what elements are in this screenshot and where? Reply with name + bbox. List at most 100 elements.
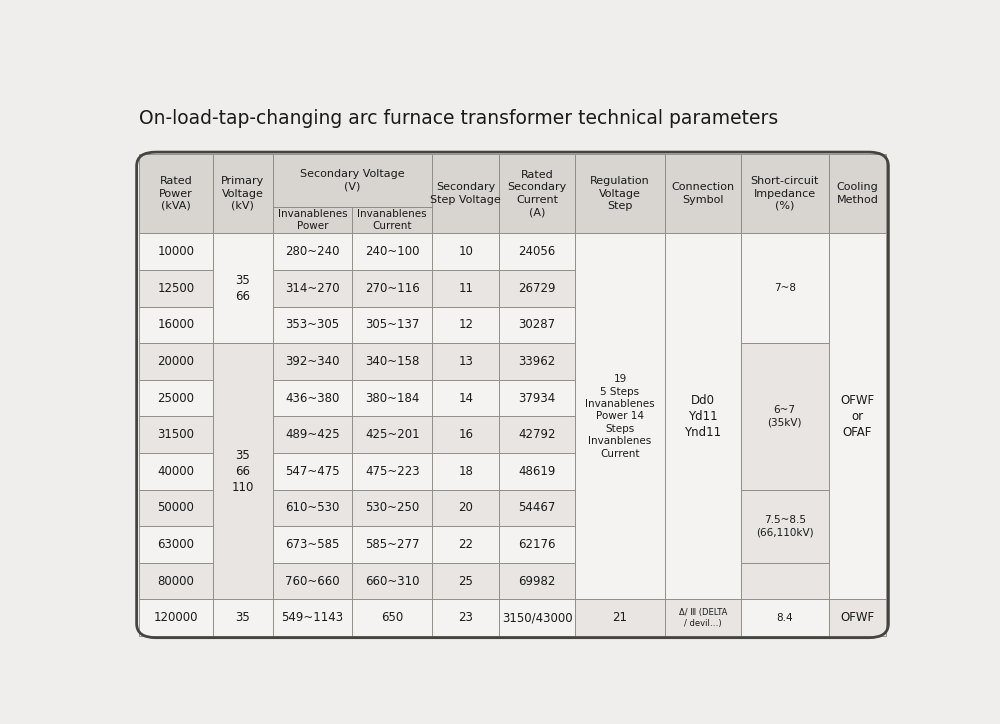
Bar [499,416,575,453]
Bar [741,153,829,233]
Text: 30287: 30287 [519,319,556,332]
Text: 50000: 50000 [157,502,194,514]
Bar [139,270,213,306]
Bar [352,270,432,306]
Text: 425~201: 425~201 [365,428,420,441]
Text: Secondary
Step Voltage: Secondary Step Voltage [430,182,501,205]
Text: Rated
Power
(kVA): Rated Power (kVA) [159,176,193,211]
Bar [432,270,499,306]
Bar [139,233,213,270]
Bar [273,380,352,416]
Text: Primary
Voltage
(kV): Primary Voltage (kV) [221,176,264,211]
Text: Regulation
Voltage
Step: Regulation Voltage Step [590,176,650,211]
Text: 392~340: 392~340 [285,355,340,368]
Text: 650: 650 [381,611,403,624]
Bar [139,380,213,416]
Bar [352,343,432,380]
Bar [139,153,213,233]
Bar [499,380,575,416]
Bar [741,563,829,599]
Bar [352,453,432,489]
Bar [499,233,575,270]
Text: 240~100: 240~100 [365,245,419,258]
Text: 18: 18 [458,465,473,478]
Text: OFWF: OFWF [840,611,874,624]
Text: Connection
Symbol: Connection Symbol [671,182,735,205]
Text: 16: 16 [458,428,473,441]
Bar [665,153,741,233]
Bar [352,489,432,526]
Text: On-load-tap-changing arc furnace transformer technical parameters: On-load-tap-changing arc furnace transfo… [139,109,778,128]
Bar [829,233,886,599]
Text: Secondary Voltage
(V): Secondary Voltage (V) [300,169,405,192]
Text: 3150/43000: 3150/43000 [502,611,572,624]
Bar [499,489,575,526]
Text: 16000: 16000 [157,319,194,332]
Text: Short-circuit
Impedance
(%): Short-circuit Impedance (%) [750,176,819,211]
Bar [139,306,213,343]
Text: 13: 13 [458,355,473,368]
Bar [499,270,575,306]
Text: 120000: 120000 [154,611,198,624]
Text: 530~250: 530~250 [365,502,419,514]
Bar [139,526,213,563]
Bar [432,380,499,416]
Bar [273,599,352,636]
Bar [273,416,352,453]
Text: 80000: 80000 [157,575,194,588]
Bar [665,233,741,599]
Bar [352,526,432,563]
Bar [139,416,213,453]
Text: 610~530: 610~530 [285,502,340,514]
Text: 270~116: 270~116 [365,282,420,295]
Text: 475~223: 475~223 [365,465,420,478]
Text: 353~305: 353~305 [286,319,340,332]
Bar [139,343,213,380]
Bar [213,233,273,343]
Bar [432,526,499,563]
Bar [432,306,499,343]
Bar [432,416,499,453]
Bar [432,599,499,636]
Text: 48619: 48619 [518,465,556,478]
Text: 6~7
(35kV): 6~7 (35kV) [767,405,802,428]
Text: 280~240: 280~240 [285,245,340,258]
Text: 340~158: 340~158 [365,355,419,368]
Text: 24056: 24056 [519,245,556,258]
Bar [499,343,575,380]
Text: 22: 22 [458,538,473,551]
Text: 35
66: 35 66 [235,274,250,303]
Bar [432,343,499,380]
Bar [273,207,352,233]
Text: 37934: 37934 [519,392,556,405]
Bar [273,489,352,526]
Bar [432,563,499,599]
Text: Invanablenes
Current: Invanablenes Current [357,209,427,231]
Text: 436~380: 436~380 [285,392,340,405]
Bar [213,153,273,233]
Bar [273,153,432,207]
Text: 31500: 31500 [157,428,194,441]
Bar [139,599,213,636]
Text: 25000: 25000 [157,392,194,405]
Bar [499,306,575,343]
Text: Δ/ Ⅲ (DELTA
/ devil…): Δ/ Ⅲ (DELTA / devil…) [679,607,727,628]
Bar [213,599,273,636]
Bar [575,599,665,636]
Bar [273,233,352,270]
Bar [213,343,273,599]
Bar [432,453,499,489]
Text: 35
66
110: 35 66 110 [232,449,254,494]
Text: Cooling
Method: Cooling Method [836,182,878,205]
Bar [432,233,499,270]
Text: 19
5 Steps
Invanablenes
Power 14
Steps
Invanblenes
Current: 19 5 Steps Invanablenes Power 14 Steps I… [585,374,655,458]
Text: 10000: 10000 [157,245,194,258]
Bar [273,306,352,343]
Bar [352,563,432,599]
Text: 14: 14 [458,392,473,405]
Bar [352,380,432,416]
Bar [741,599,829,636]
Text: 21: 21 [613,611,628,624]
Bar [499,599,575,636]
Bar [741,343,829,489]
